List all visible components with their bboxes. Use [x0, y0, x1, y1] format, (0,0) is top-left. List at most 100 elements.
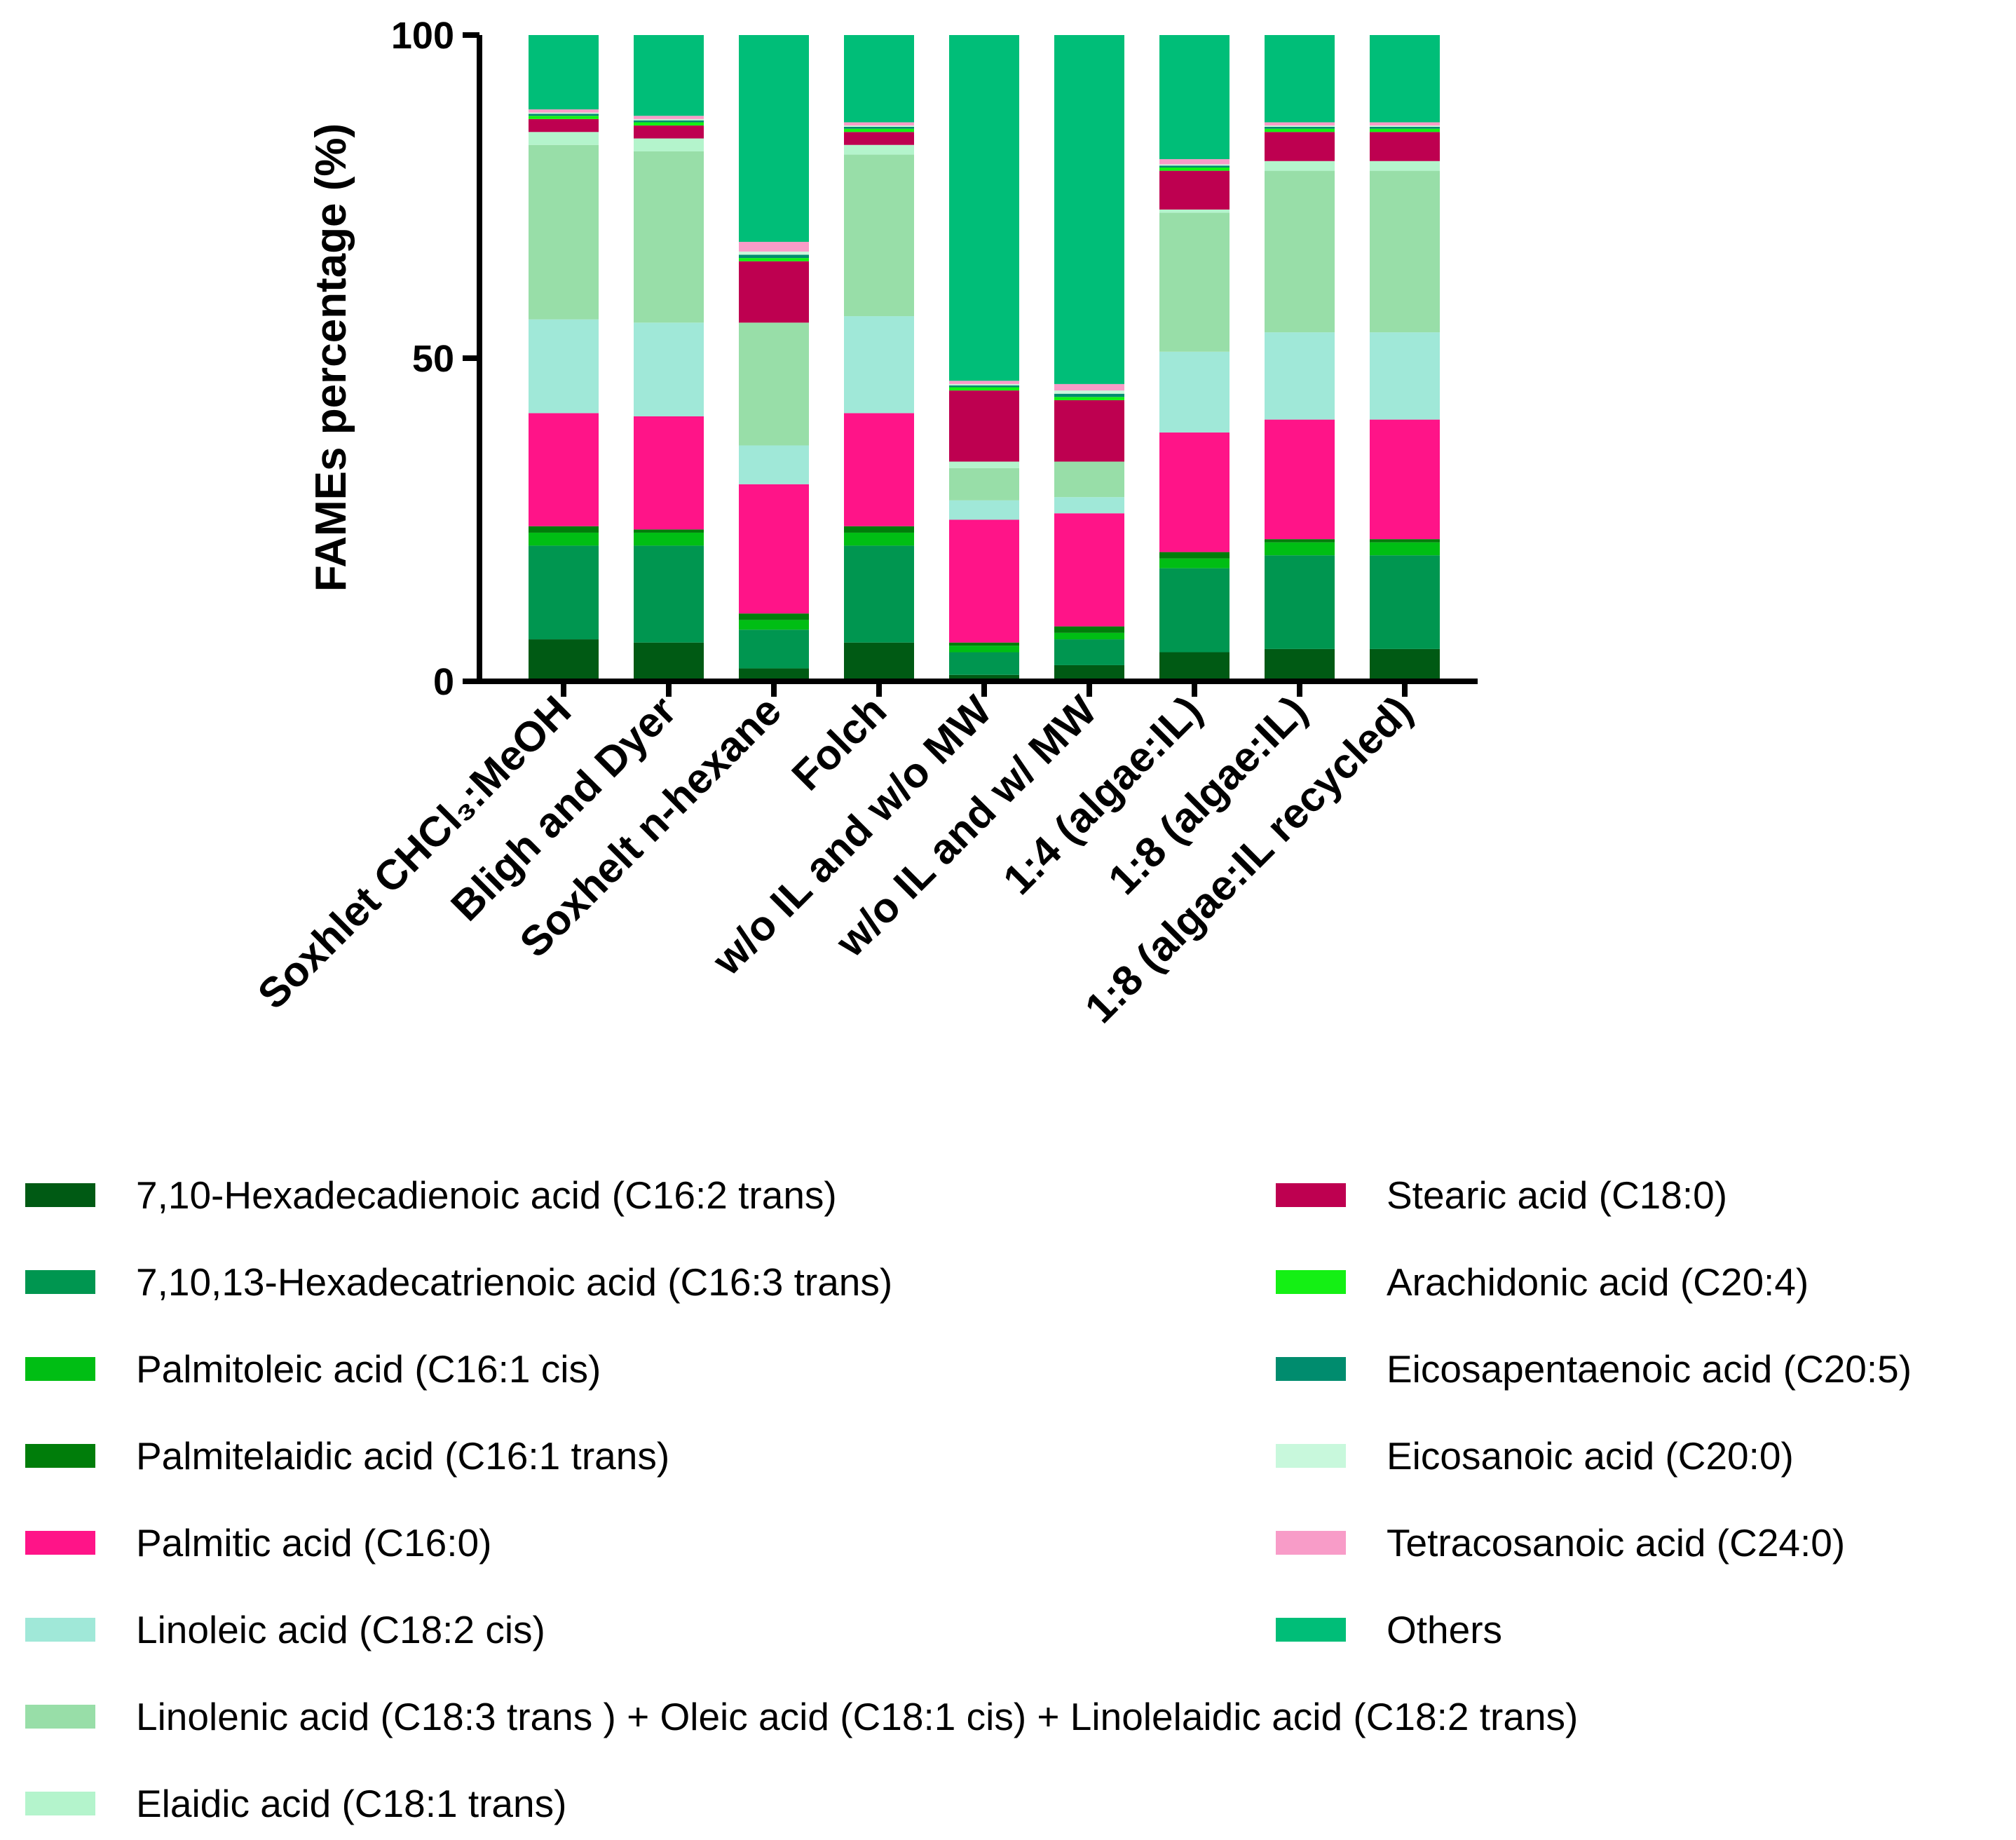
bar-segment-3-series-2: [739, 629, 809, 669]
bar-segment-7-series-9: [1159, 170, 1230, 210]
bar-segment-2-series-7: [634, 151, 704, 323]
bar-segment-4-series-9: [844, 132, 914, 145]
bar-segment-3-series-1: [739, 668, 809, 681]
bar-segment-4-series-10: [844, 128, 914, 132]
legend-label: Elaidic acid (C18:1 trans): [136, 1782, 567, 1825]
bar-segment-1-series-10: [529, 116, 599, 119]
bar-segment-9-series-1: [1370, 648, 1440, 681]
bar-segment-9-series-9: [1370, 132, 1440, 161]
bar-segment-1-series-12: [529, 112, 599, 114]
bar-segment-6-series-9: [1054, 400, 1124, 462]
bar-segment-8-series-8: [1265, 161, 1335, 171]
bar-segment-2-series-8: [634, 138, 704, 151]
bar-segment-1-series-1: [529, 639, 599, 681]
bar-segment-6-series-7: [1054, 461, 1124, 498]
bar-segment-5-series-10: [949, 387, 1019, 391]
legend-swatch: [1276, 1618, 1346, 1642]
bar-segment-7-series-6: [1159, 351, 1230, 433]
bar-segment-8-series-2: [1265, 555, 1335, 649]
bar-segment-4-series-3: [844, 532, 914, 546]
bar-segment-7-series-12: [1159, 164, 1230, 166]
bar-segment-2-series-11: [634, 120, 704, 123]
legend-label: Arachidonic acid (C20:4): [1387, 1260, 1809, 1304]
bar-segment-3-series-13: [739, 242, 809, 252]
bar-segment-4-series-8: [844, 144, 914, 155]
bar-segment-3-series-10: [739, 258, 809, 261]
bar-segment-5-series-3: [949, 646, 1019, 653]
bar-segment-2-series-1: [634, 642, 704, 681]
bar-segment-5-series-5: [949, 519, 1019, 643]
bar-segment-3-series-9: [739, 261, 809, 323]
legend-item: Eicosapentaenoic acid (C20:5): [1276, 1337, 1912, 1401]
bar-segment-5-series-9: [949, 390, 1019, 462]
bar-segment-6-series-12: [1054, 390, 1124, 394]
bar-segment-3-series-5: [739, 484, 809, 614]
bar-segment-4-series-2: [844, 545, 914, 643]
bar-segment-3-series-11: [739, 254, 809, 259]
bar-segment-8-series-12: [1265, 125, 1335, 127]
legend-item: 7,10-Hexadecadienoic acid (C16:2 trans): [25, 1164, 837, 1227]
bar-segment-6-series-4: [1054, 626, 1124, 633]
bar-segment-2-series-2: [634, 545, 704, 643]
legend-label: Eicosapentaenoic acid (C20:5): [1387, 1347, 1912, 1391]
bar-segment-9-series-3: [1370, 542, 1440, 556]
legend-swatch: [25, 1183, 95, 1207]
bar-segment-4-series-13: [844, 122, 914, 126]
bar-segment-5-series-1: [949, 674, 1019, 681]
bar-segment-7-series-14: [1159, 35, 1230, 160]
bar-segment-5-series-14: [949, 35, 1019, 381]
bar-segment-7-series-8: [1159, 209, 1230, 213]
bar-segment-7-series-13: [1159, 159, 1230, 165]
bar-segment-8-series-3: [1265, 542, 1335, 556]
legend-item: Linoleic acid (C18:2 cis): [25, 1598, 545, 1661]
bar-segment-7-series-11: [1159, 165, 1230, 168]
legend-item: Linolenic acid (C18:3 trans ) + Oleic ac…: [25, 1685, 1578, 1748]
bar-segment-4-series-7: [844, 154, 914, 317]
bar-segment-3-series-14: [739, 35, 809, 243]
bar-segment-4-series-6: [844, 316, 914, 414]
bar-segment-2-series-3: [634, 532, 704, 546]
bar-segment-8-series-7: [1265, 170, 1335, 333]
bar-segment-9-series-11: [1370, 126, 1440, 129]
bar-segment-4-series-5: [844, 413, 914, 526]
legend-label: Eicosanoic acid (C20:0): [1387, 1434, 1794, 1478]
legend-item: Palmitic acid (C16:0): [25, 1511, 491, 1574]
bar-segment-4-series-14: [844, 35, 914, 123]
legend-item: Palmitoleic acid (C16:1 cis): [25, 1337, 601, 1401]
bar-segment-5-series-13: [949, 381, 1019, 384]
bar-segment-1-series-2: [529, 545, 599, 640]
bar-segment-8-series-1: [1265, 648, 1335, 681]
bar-segment-1-series-4: [529, 526, 599, 533]
bar-segment-7-series-2: [1159, 568, 1230, 653]
bar-segment-6-series-6: [1054, 497, 1124, 514]
bar-segment-9-series-10: [1370, 128, 1440, 132]
bar-segment-1-series-8: [529, 132, 599, 145]
bar-segment-1-series-13: [529, 109, 599, 113]
legend-label: Palmitelaidic acid (C16:1 trans): [136, 1434, 670, 1478]
bar-segment-7-series-3: [1159, 558, 1230, 568]
legend-swatch: [25, 1531, 95, 1555]
bar-segment-5-series-2: [949, 652, 1019, 675]
legend-item: Others: [1276, 1598, 1502, 1661]
bar-segment-9-series-14: [1370, 35, 1440, 123]
bar-segment-4-series-4: [844, 526, 914, 533]
bar-segment-2-series-13: [634, 116, 704, 119]
bar-segment-8-series-13: [1265, 122, 1335, 126]
bar-segment-6-series-3: [1054, 632, 1124, 640]
y-ticks-group: 0 50 100: [391, 15, 479, 703]
legend-item: 7,10,13-Hexadecatrienoic acid (C16:3 tra…: [25, 1250, 892, 1314]
bar-segment-8-series-9: [1265, 132, 1335, 161]
y-tick-label: 50: [412, 338, 454, 380]
bars-group: [529, 35, 1440, 681]
bar-segment-7-series-5: [1159, 432, 1230, 552]
bar-segment-4-series-11: [844, 126, 914, 129]
bar-segment-2-series-9: [634, 125, 704, 139]
legend-swatch: [1276, 1357, 1346, 1381]
bar-segment-2-series-14: [634, 35, 704, 116]
bar-segment-8-series-6: [1265, 332, 1335, 420]
bar-segment-1-series-3: [529, 532, 599, 546]
bar-segment-7-series-7: [1159, 212, 1230, 352]
bar-segment-9-series-8: [1370, 161, 1440, 171]
legend-swatch: [1276, 1183, 1346, 1207]
